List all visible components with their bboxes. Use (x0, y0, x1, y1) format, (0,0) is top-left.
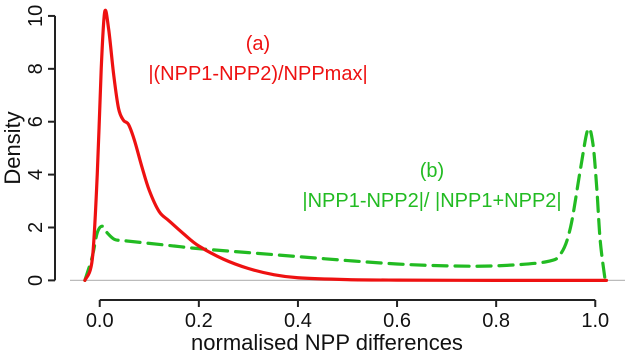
y-tick-label: 10 (25, 5, 47, 27)
x-tick-label: 0.8 (482, 310, 510, 332)
series-line-a (83, 8, 609, 283)
annotation-b-label: (b) (420, 160, 444, 182)
annotation-a-formula: |(NPP1-NPP2)/NPPmax| (148, 63, 367, 85)
x-axis-label: normalised NPP differences (191, 330, 463, 355)
annotation-a-label: (a) (246, 33, 270, 55)
x-tick-label: 0.4 (284, 310, 312, 332)
series-line-b (83, 126, 607, 282)
y-axis-label: Density (0, 111, 25, 184)
y-tick-label: 8 (25, 63, 47, 74)
series-layer (83, 8, 609, 283)
y-tick-label: 0 (25, 275, 47, 286)
x-tick-label: 0.2 (185, 310, 213, 332)
x-tick-label: 0.6 (383, 310, 411, 332)
annotation-b-formula: |NPP1-NPP2|/ |NPP1+NPP2| (302, 190, 561, 212)
y-tick-label: 6 (25, 116, 47, 127)
x-tick-label: 0.0 (86, 310, 114, 332)
y-tick-label: 4 (25, 169, 47, 180)
y-tick-label: 2 (25, 222, 47, 233)
x-tick-label: 1.0 (581, 310, 609, 332)
y-ticks: 0 2 4 6 8 10 (25, 5, 55, 286)
x-ticks: 0.0 0.2 0.4 0.6 0.8 1.0 (86, 300, 609, 332)
